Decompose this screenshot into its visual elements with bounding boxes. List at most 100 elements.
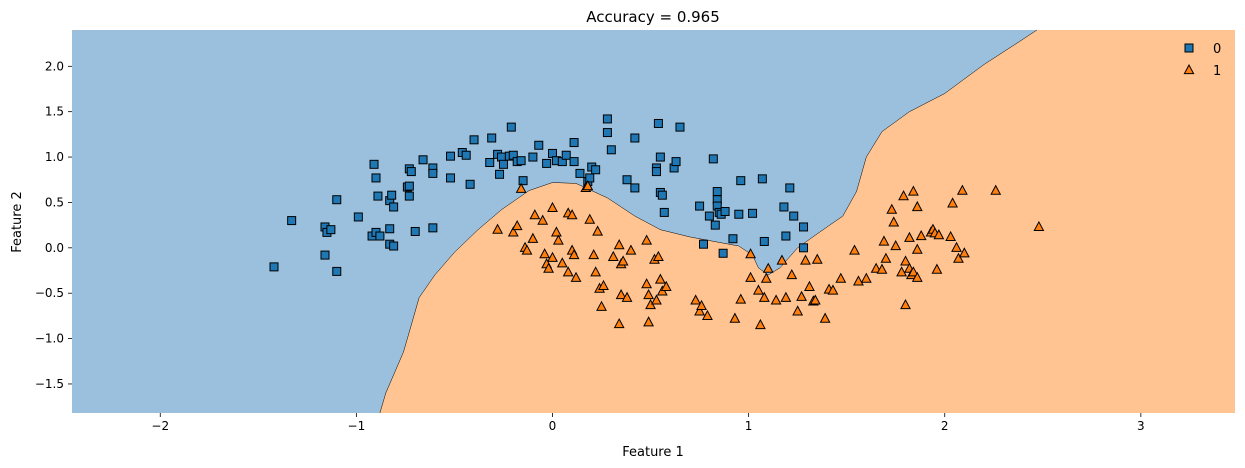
x-tick-label: −1 [348, 419, 366, 433]
data-point-class-1 [735, 293, 747, 304]
data-point-class-1 [754, 318, 766, 330]
data-point-class-0 [736, 176, 746, 186]
y-axis-label: Feature 2 [10, 191, 25, 253]
data-point-class-1 [776, 254, 788, 265]
data-point-class-1 [770, 294, 782, 305]
data-point-class-0 [495, 169, 505, 179]
series-0-points [269, 114, 809, 276]
x-tick-label: 3 [1137, 419, 1145, 433]
data-point-class-0 [373, 191, 383, 201]
data-point-class-0 [710, 220, 720, 230]
chart-title: Accuracy = 0.965 [586, 8, 720, 26]
data-point-class-1 [582, 180, 594, 191]
data-point-class-1 [758, 291, 770, 302]
data-point-class-0 [708, 154, 718, 164]
data-point-class-1 [800, 254, 811, 265]
data-point-class-0 [385, 224, 395, 234]
data-point-class-0 [569, 138, 579, 148]
data-point-class-0 [506, 122, 516, 132]
data-point-class-0 [695, 201, 705, 211]
data-point-class-0 [657, 190, 667, 200]
data-point-class-0 [406, 167, 416, 177]
data-point-class-0 [542, 158, 552, 168]
data-point-class-1 [696, 299, 707, 311]
data-point-class-0 [781, 231, 791, 241]
data-point-class-0 [469, 135, 479, 145]
data-point-class-1 [652, 250, 664, 261]
data-point-class-1 [1033, 220, 1045, 232]
data-point-class-0 [410, 226, 420, 236]
data-point-class-1 [870, 262, 882, 273]
legend: 01 [1171, 36, 1229, 82]
data-point-class-0 [569, 157, 579, 167]
data-point-class-0 [799, 222, 809, 232]
data-point-class-0 [461, 150, 471, 160]
data-point-class-0 [734, 209, 744, 219]
data-point-class-1 [947, 197, 959, 208]
data-point-class-0 [332, 195, 342, 205]
data-point-class-1 [598, 279, 609, 291]
data-point-class-0 [720, 207, 730, 217]
data-point-class-1 [827, 284, 839, 295]
data-point-class-1 [890, 239, 902, 251]
data-point-class-1 [953, 252, 964, 263]
data-point-class-1 [888, 216, 900, 227]
data-point-class-1 [762, 262, 774, 273]
data-point-class-1 [796, 290, 808, 301]
y-axis: −1.5 −1.0 −0.5 0.0 0.5 1.0 1.5 2.0 [35, 59, 72, 391]
data-point-class-0 [759, 236, 769, 246]
data-point-class-1 [907, 185, 919, 196]
data-point-class-1 [521, 244, 533, 255]
data-point-class-1 [568, 249, 580, 260]
data-point-class-1 [643, 316, 655, 327]
data-point-class-0 [671, 157, 681, 167]
data-point-class-1 [729, 312, 741, 323]
data-point-class-1 [592, 225, 604, 236]
data-point-class-1 [641, 234, 653, 245]
data-point-class-1 [760, 272, 772, 283]
data-point-class-0 [653, 118, 663, 128]
data-point-class-0 [369, 159, 379, 169]
data-point-class-1 [945, 230, 957, 242]
data-point-class-1 [853, 275, 864, 286]
data-point-class-0 [757, 174, 767, 184]
data-point-class-1 [654, 273, 666, 284]
x-axis-label: Feature 1 [622, 445, 684, 460]
data-point-class-0 [606, 145, 616, 155]
data-point-class-0 [659, 207, 669, 217]
data-point-class-0 [575, 168, 585, 178]
data-point-class-1 [596, 300, 607, 311]
data-point-class-0 [518, 176, 528, 186]
data-point-class-0 [651, 167, 661, 177]
data-point-class-1 [878, 235, 890, 246]
data-point-class-0 [446, 173, 456, 183]
data-point-class-1 [958, 247, 970, 258]
data-point-class-1 [956, 184, 968, 195]
data-point-class-0 [704, 211, 714, 221]
data-point-class-0 [561, 150, 571, 160]
data-point-class-1 [621, 291, 633, 302]
data-point-class-0 [712, 187, 722, 197]
data-point-class-1 [880, 252, 892, 263]
x-tick-label: 1 [745, 419, 753, 433]
data-point-class-1 [643, 288, 655, 300]
data-point-class-0 [375, 231, 385, 241]
data-point-class-1 [590, 266, 602, 277]
data-point-class-1 [835, 272, 847, 283]
series-1-points [492, 180, 1045, 330]
data-point-class-1 [819, 312, 831, 323]
legend-marker-0 [1184, 43, 1194, 53]
data-point-class-0 [418, 155, 428, 165]
data-point-class-1 [911, 200, 923, 212]
data-point-class-1 [911, 243, 923, 254]
legend-marker-1 [1183, 63, 1195, 75]
data-point-class-1 [876, 263, 888, 274]
data-point-class-0 [389, 202, 399, 212]
data-point-class-1 [701, 309, 713, 320]
data-point-class-0 [630, 183, 640, 193]
data-point-class-1 [511, 219, 523, 231]
data-point-class-1 [539, 248, 551, 259]
data-point-class-0 [585, 173, 595, 183]
data-point-class-1 [613, 239, 625, 250]
data-point-class-0 [602, 128, 612, 138]
